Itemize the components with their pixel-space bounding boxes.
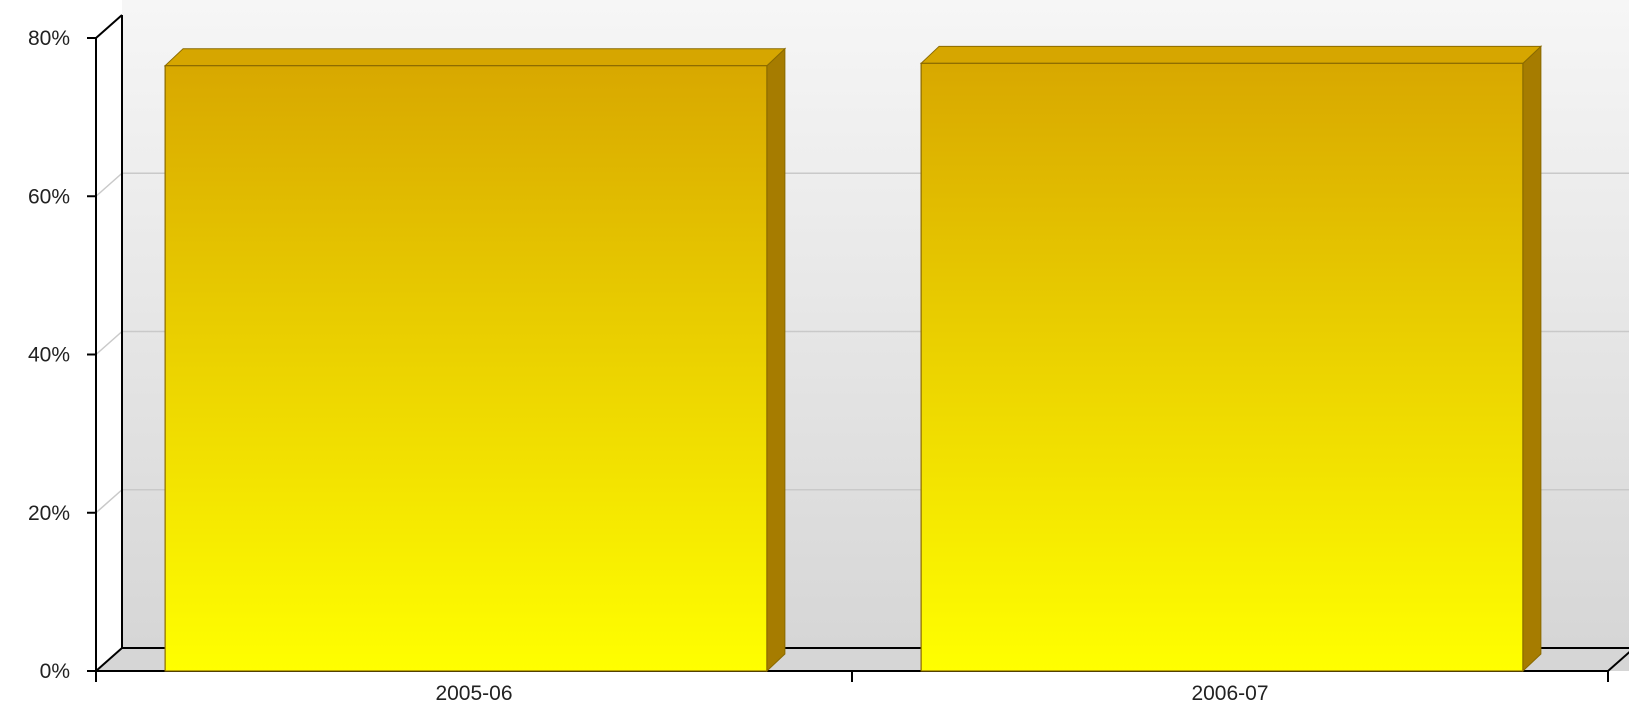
y-tick-label: 40% bbox=[28, 344, 70, 367]
tick-labels: 0% 20% 40% 60% 80% 2005-06 2006-07 bbox=[28, 27, 1269, 705]
bar-top-face bbox=[163, 48, 787, 67]
bar-side-face bbox=[766, 47, 786, 673]
y-tick-label: 0% bbox=[40, 660, 70, 683]
bar-front-face bbox=[920, 62, 1524, 672]
y-tick-label: 80% bbox=[28, 27, 70, 50]
x-axis-right-diagonal bbox=[1607, 651, 1629, 672]
bar-2006-07 bbox=[919, 45, 1543, 673]
y-tick-label: 60% bbox=[28, 185, 70, 208]
gridline-side bbox=[95, 172, 123, 197]
bar-front-face bbox=[164, 65, 768, 672]
bar-top-face bbox=[919, 45, 1543, 64]
y-axis-top-diagonal bbox=[95, 14, 123, 39]
bar-side-face bbox=[1522, 45, 1542, 673]
x-axis-left-diagonal bbox=[95, 647, 123, 672]
bars bbox=[163, 45, 1543, 673]
y-tick-label: 20% bbox=[28, 502, 70, 525]
gridline-side bbox=[95, 330, 123, 356]
x-tick-label: 2005-06 bbox=[435, 682, 512, 705]
bar-2005-06 bbox=[163, 47, 787, 673]
x-tick-label: 2006-07 bbox=[1191, 682, 1268, 705]
gridline-side bbox=[95, 489, 123, 514]
